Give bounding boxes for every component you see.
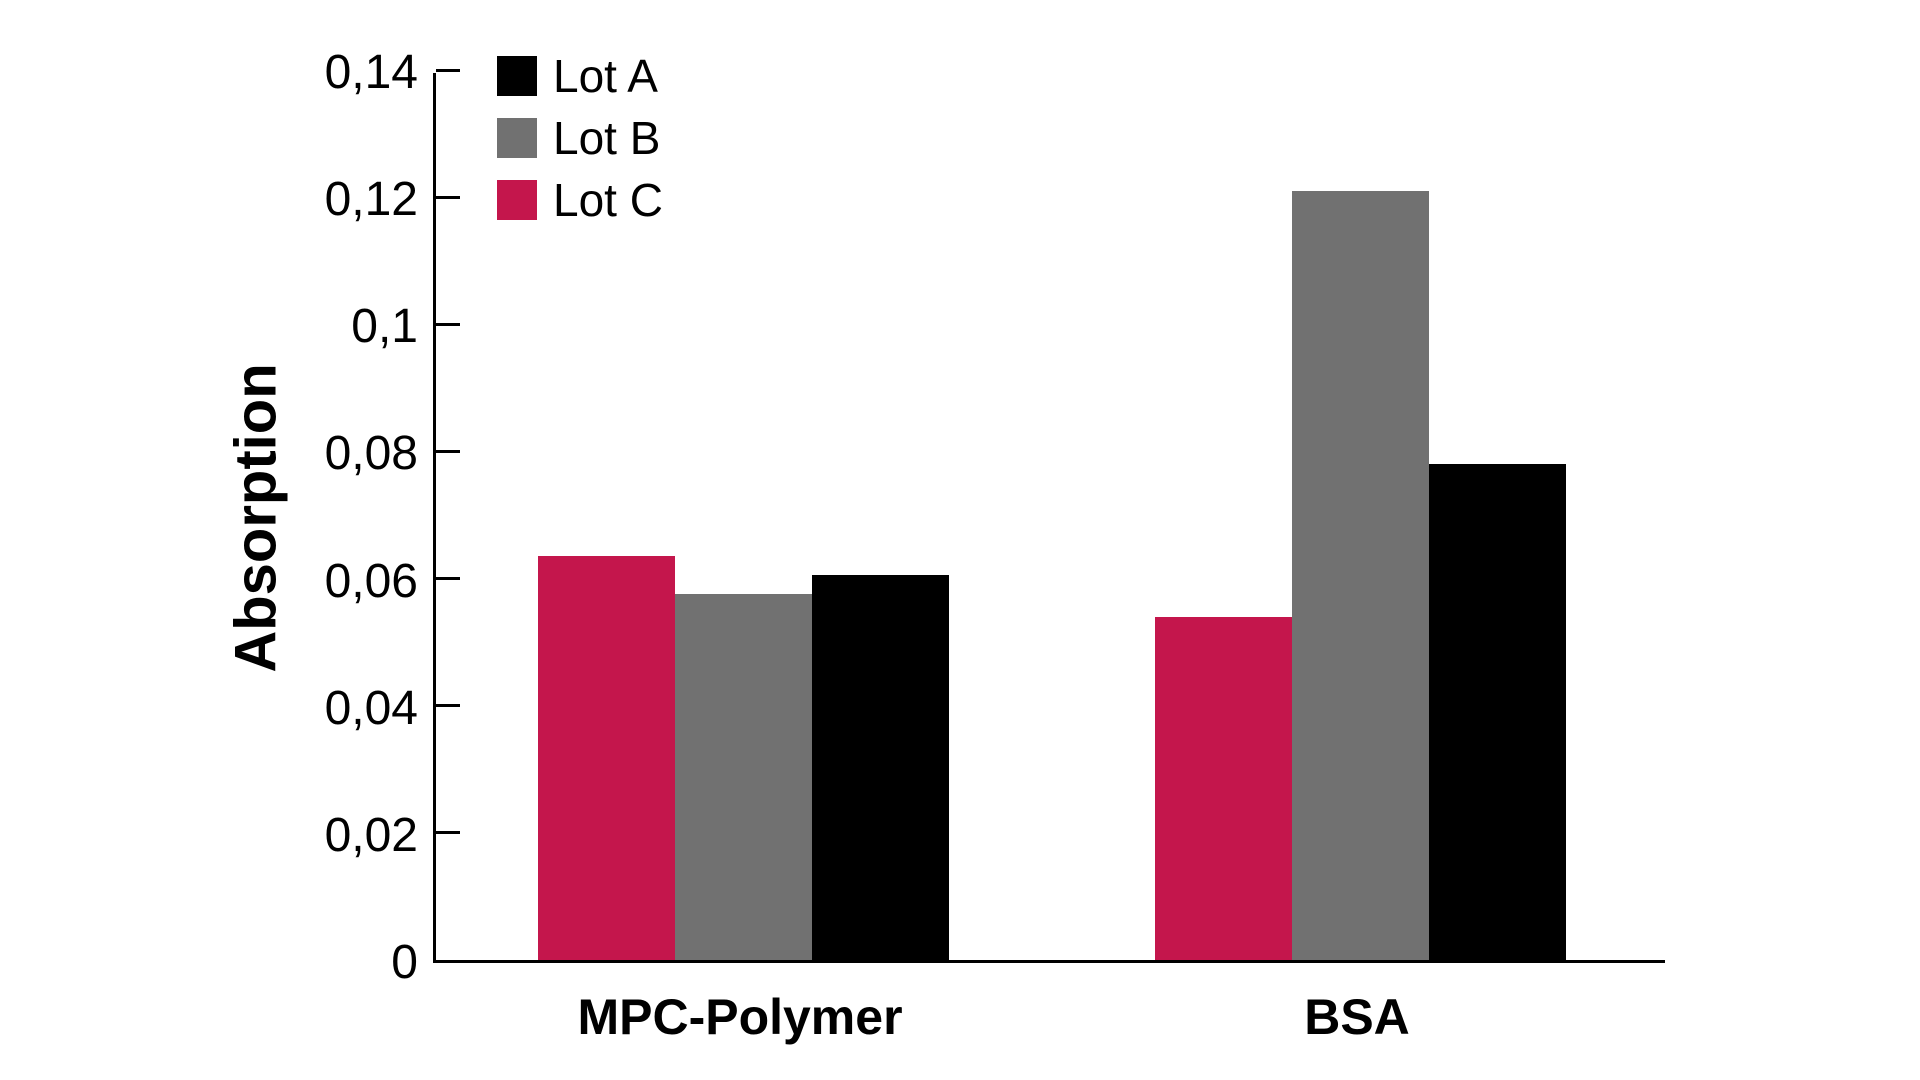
y-tick-label-0: 0 (391, 936, 418, 989)
bar-mpc-polymer-lot-b (674, 594, 812, 960)
y-tick-mark-0-12 (436, 195, 460, 199)
y-tick-label-0-04: 0,04 (324, 681, 418, 735)
y-tick-mark-0-08 (436, 449, 460, 453)
y-tick-mark-0-02 (436, 831, 460, 835)
y-tick-mark-0-1 (436, 322, 460, 326)
legend-label-lot-a: Lot A (553, 50, 658, 102)
bar-bsa-lot-b (1291, 191, 1429, 960)
legend-swatch-lot-b (497, 118, 537, 158)
legend-item-lot-a: Lot A (497, 50, 663, 102)
y-tick-mark-0-04 (436, 704, 460, 708)
y-tick-label-0-08: 0,08 (324, 427, 418, 481)
bar-mpc-polymer-lot-a (811, 575, 949, 960)
legend-swatch-lot-c (497, 180, 537, 220)
plot-area (433, 68, 1665, 963)
legend-item-lot-b: Lot B (497, 112, 663, 164)
y-tick-label-0-02: 0,02 (324, 808, 418, 862)
x-category-label-mpc-polymer: MPC-Polymer (577, 989, 903, 1045)
x-category-label-bsa: BSA (1304, 989, 1410, 1045)
legend-swatch-lot-a (497, 56, 537, 96)
y-tick-label-0-12: 0,12 (324, 173, 418, 227)
y-tick-mark-0-06 (436, 577, 460, 581)
y-axis-title: Absorption (223, 363, 289, 673)
y-tick-label-0-06: 0,06 (324, 554, 418, 608)
legend-item-lot-c: Lot C (497, 174, 663, 226)
y-tick-label-0-14: 0,14 (324, 46, 418, 99)
bar-bsa-lot-c (1154, 617, 1292, 960)
legend: Lot A Lot B Lot C (497, 50, 663, 242)
legend-label-lot-b: Lot B (553, 112, 661, 164)
y-tick-label-0-1: 0,1 (351, 300, 418, 354)
y-tick-mark-0-14 (436, 68, 460, 72)
bar-bsa-lot-a (1428, 464, 1566, 960)
legend-label-lot-c: Lot C (553, 174, 663, 226)
bar-mpc-polymer-lot-c (537, 556, 675, 960)
